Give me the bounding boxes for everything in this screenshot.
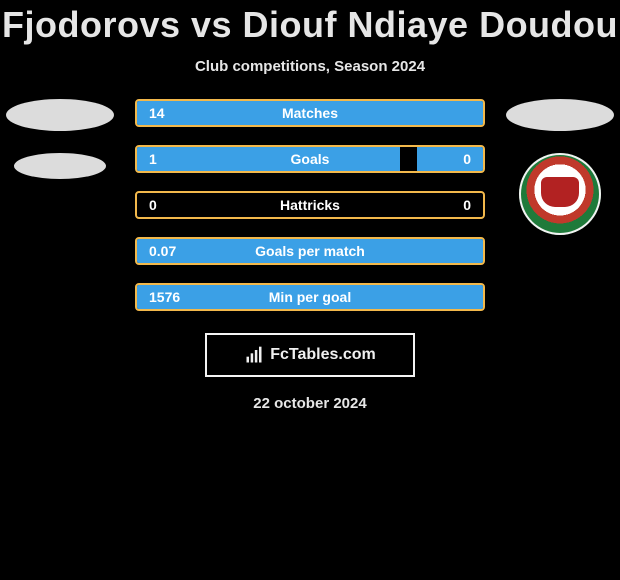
stat-bar: 10Goals bbox=[135, 145, 485, 173]
left-player-badges bbox=[6, 99, 114, 201]
date-label: 22 october 2024 bbox=[0, 395, 620, 412]
stat-label: Min per goal bbox=[137, 285, 483, 309]
player-avatar-placeholder bbox=[6, 99, 114, 131]
brand-box[interactable]: FcTables.com bbox=[205, 333, 415, 377]
club-avatar-placeholder bbox=[14, 153, 106, 179]
stat-bar: 14Matches bbox=[135, 99, 485, 127]
bar-chart-icon bbox=[244, 345, 264, 365]
stat-label: Goals per match bbox=[137, 239, 483, 263]
stat-label: Matches bbox=[137, 101, 483, 125]
page-title: Fjodorovs vs Diouf Ndiaye Doudou bbox=[0, 0, 620, 46]
stat-label: Goals bbox=[137, 147, 483, 171]
right-player-badges bbox=[506, 99, 614, 235]
page-subtitle: Club competitions, Season 2024 bbox=[0, 58, 620, 75]
brand-label: FcTables.com bbox=[270, 346, 376, 364]
stat-bars: 14Matches 10Goals 00Hattricks 0.07Goals per… bbox=[135, 99, 485, 311]
stat-bar: 1576Min per goal bbox=[135, 283, 485, 311]
stat-label: Hattricks bbox=[137, 193, 483, 217]
player-avatar-placeholder bbox=[506, 99, 614, 131]
club-badge-liepaja bbox=[519, 153, 601, 235]
comparison-content: 14Matches 10Goals 00Hattricks 0.07Goals per… bbox=[0, 99, 620, 412]
stat-bar: 0.07Goals per match bbox=[135, 237, 485, 265]
stat-bar: 00Hattricks bbox=[135, 191, 485, 219]
